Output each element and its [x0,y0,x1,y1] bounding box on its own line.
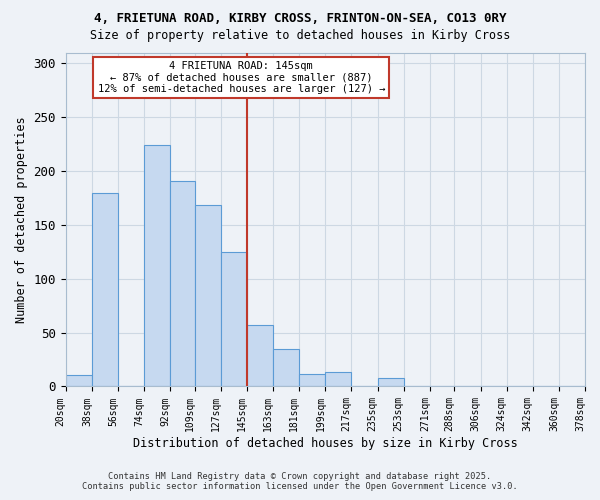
Bar [247,325,273,386]
Bar [170,180,195,386]
Bar [221,252,247,386]
Bar [195,206,221,386]
Bar [377,378,404,386]
Text: Size of property relative to detached houses in Kirby Cross: Size of property relative to detached ho… [90,29,510,42]
Bar [92,192,118,386]
Bar [273,349,299,387]
Text: 4 FRIETUNA ROAD: 145sqm
← 87% of detached houses are smaller (887)
12% of semi-d: 4 FRIETUNA ROAD: 145sqm ← 87% of detache… [98,61,385,94]
Bar [66,374,92,386]
Y-axis label: Number of detached properties: Number of detached properties [15,116,28,323]
Bar [144,145,170,386]
Text: 4, FRIETUNA ROAD, KIRBY CROSS, FRINTON-ON-SEA, CO13 0RY: 4, FRIETUNA ROAD, KIRBY CROSS, FRINTON-O… [94,12,506,26]
Bar [299,374,325,386]
Text: Contains HM Land Registry data © Crown copyright and database right 2025.
Contai: Contains HM Land Registry data © Crown c… [82,472,518,491]
X-axis label: Distribution of detached houses by size in Kirby Cross: Distribution of detached houses by size … [133,437,518,450]
Bar [325,372,352,386]
